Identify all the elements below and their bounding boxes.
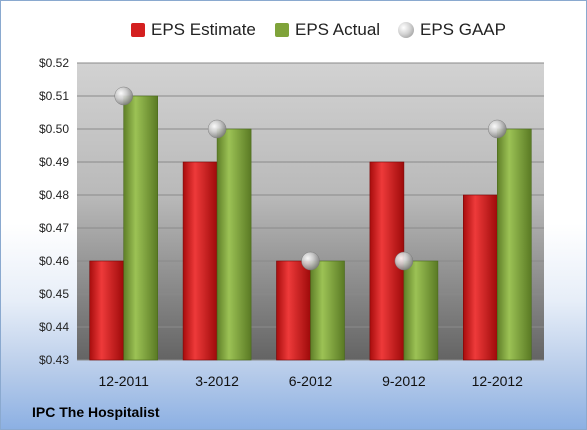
bar-eps-actual: [403, 260, 439, 361]
x-axis-ticks: 12-2011 3-2012 6-2012 9-2012 12-2012: [99, 373, 524, 389]
marker-eps-gaap: [394, 251, 414, 271]
marker-eps-gaap: [207, 119, 227, 139]
legend-item-estimate: EPS Estimate: [131, 15, 256, 45]
y-tick-label: $0.49: [39, 155, 69, 169]
bar-eps-actual: [310, 260, 345, 361]
legend-item-gaap: EPS GAAP: [398, 15, 506, 45]
bar-eps-estimate: [276, 260, 311, 361]
bar-eps-actual: [496, 128, 532, 361]
x-tick-label: 3-2012: [195, 373, 239, 389]
y-tick-label: $0.47: [39, 221, 69, 235]
legend: EPS Estimate EPS Actual EPS GAAP: [1, 15, 586, 45]
y-tick-label: $0.44: [39, 320, 69, 334]
x-tick-label: 12-2011: [99, 373, 150, 389]
legend-swatch-estimate: [131, 23, 145, 37]
bar-eps-actual: [123, 95, 158, 361]
bar-eps-estimate: [462, 194, 498, 361]
y-tick-label: $0.48: [39, 188, 69, 202]
gaap-markers: [114, 86, 507, 271]
bar-eps-actual: [216, 128, 252, 361]
y-tick-label: $0.46: [39, 254, 69, 268]
legend-swatch-gaap: [398, 22, 414, 38]
marker-eps-gaap: [488, 119, 507, 139]
x-tick-label: 12-2012: [472, 373, 524, 389]
legend-label-actual: EPS Actual: [295, 20, 381, 39]
company-name: IPC The Hospitalist: [32, 404, 160, 420]
y-tick-label: $0.50: [39, 122, 69, 136]
y-axis-ticks: $0.43 $0.44 $0.45 $0.46 $0.47 $0.48 $0.49 $0.50…: [39, 56, 69, 367]
marker-eps-gaap: [301, 251, 320, 271]
bar-eps-estimate: [182, 161, 218, 361]
x-tick-label: 6-2012: [289, 373, 333, 389]
x-tick-label: 9-2012: [382, 373, 426, 389]
legend-label-gaap: EPS GAAP: [420, 20, 506, 39]
y-tick-label: $0.52: [39, 56, 69, 70]
y-tick-label: $0.51: [39, 89, 69, 103]
y-tick-label: $0.43: [39, 353, 69, 367]
legend-swatch-actual: [275, 23, 289, 37]
marker-eps-gaap: [114, 86, 133, 106]
legend-label-estimate: EPS Estimate: [151, 20, 256, 39]
bars: [89, 95, 532, 361]
bar-eps-estimate: [89, 260, 124, 361]
y-tick-label: $0.45: [39, 287, 69, 301]
legend-item-actual: EPS Actual: [275, 15, 380, 45]
